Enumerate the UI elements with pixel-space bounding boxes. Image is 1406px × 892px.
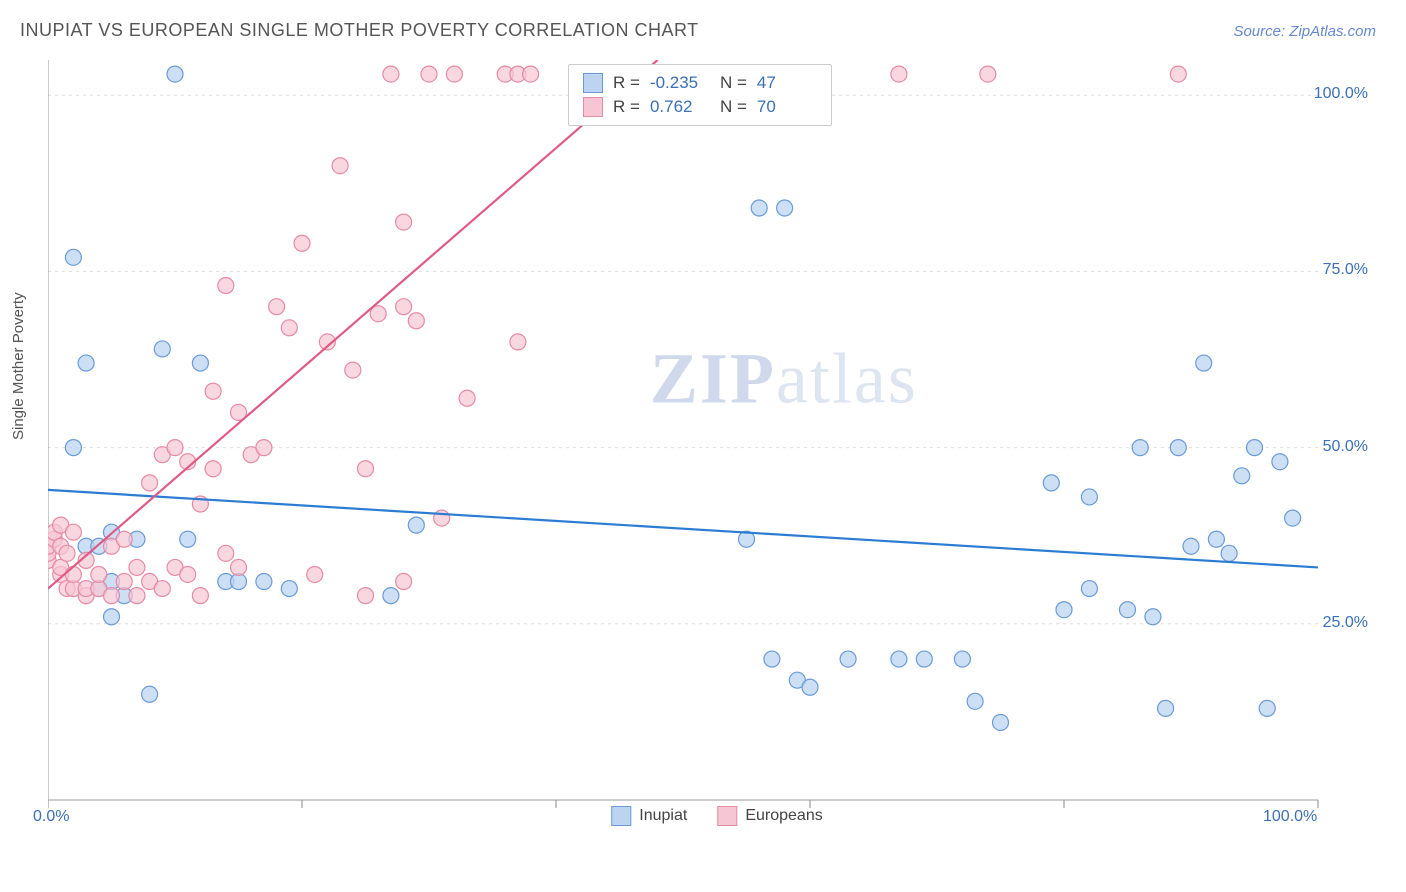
series-legend: Inupiat Europeans <box>611 806 822 826</box>
legend-label-europeans: Europeans <box>745 807 822 825</box>
swatch-inupiat <box>611 806 631 826</box>
y-tick-label: 50.0% <box>1323 438 1368 456</box>
y-axis-label: Single Mother Poverty <box>10 292 27 440</box>
source-attribution: Source: ZipAtlas.com <box>1233 23 1376 40</box>
legend-item-inupiat: Inupiat <box>611 806 687 826</box>
n-value-inupiat: 47 <box>757 73 817 93</box>
swatch-europeans <box>717 806 737 826</box>
swatch-europeans <box>583 97 603 117</box>
y-tick-label: 25.0% <box>1323 614 1368 632</box>
stats-row-inupiat: R = -0.235 N = 47 <box>583 71 817 95</box>
r-label: R = <box>613 97 640 117</box>
n-value-europeans: 70 <box>757 97 817 117</box>
y-tick-label: 100.0% <box>1314 85 1368 103</box>
r-value-europeans: 0.762 <box>650 97 710 117</box>
legend-item-europeans: Europeans <box>717 806 822 826</box>
stats-row-europeans: R = 0.762 N = 70 <box>583 95 817 119</box>
x-tick-label: 100.0% <box>1263 808 1317 826</box>
y-tick-label: 75.0% <box>1323 261 1368 279</box>
n-label: N = <box>720 97 747 117</box>
chart-container: ZIPatlas R = -0.235 N = 47 R = 0.762 N =… <box>48 60 1386 820</box>
n-label: N = <box>720 73 747 93</box>
scatter-plot-svg <box>48 60 1386 820</box>
legend-label-inupiat: Inupiat <box>639 807 687 825</box>
stats-legend: R = -0.235 N = 47 R = 0.762 N = 70 <box>568 64 832 126</box>
r-value-inupiat: -0.235 <box>650 73 710 93</box>
x-tick-label: 0.0% <box>33 808 69 826</box>
r-label: R = <box>613 73 640 93</box>
swatch-inupiat <box>583 73 603 93</box>
chart-title: INUPIAT VS EUROPEAN SINGLE MOTHER POVERT… <box>20 20 699 41</box>
